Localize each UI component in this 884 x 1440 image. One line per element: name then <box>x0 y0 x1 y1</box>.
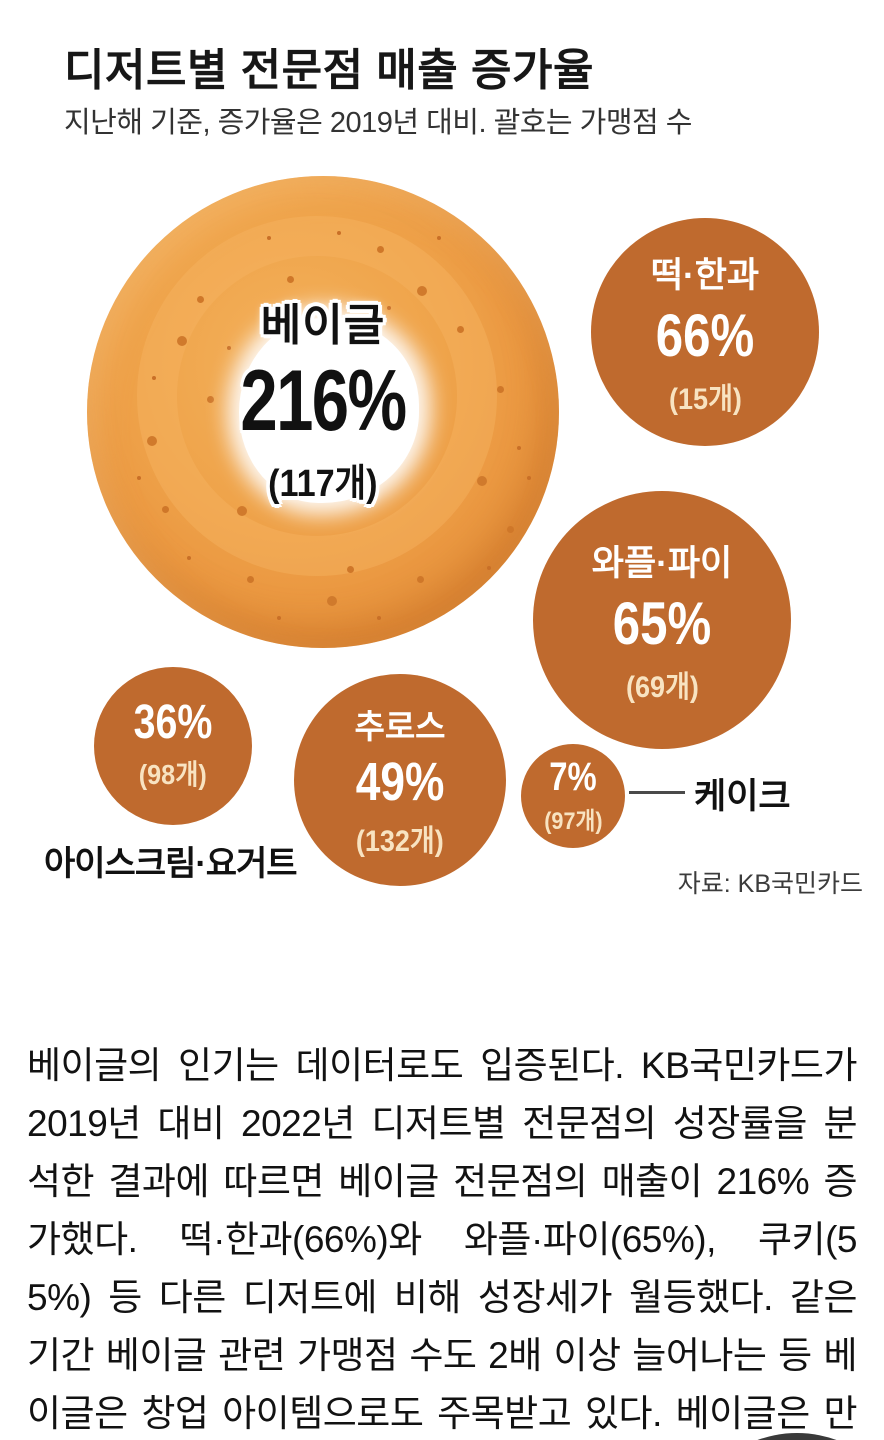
bagel-hole <box>239 318 419 503</box>
bagel-value: 216% <box>240 353 407 450</box>
article-line: 석한 결과에 따르면 베이글 전문점의 매출이 216% 증 <box>27 1161 858 1202</box>
bubble-churros: 추로스 49% (132개) <box>294 674 506 886</box>
bubble-count: (69개) <box>625 670 699 704</box>
chart-subtitle: 지난해 기준, 증가율은 2019년 대비. 괄호는 가맹점 수 <box>64 107 692 139</box>
bubble-count: (15개) <box>668 382 742 416</box>
bubble-value: 66% <box>655 301 755 369</box>
bubble-waffle-pie: 와플·파이 65% (69개) <box>533 491 791 749</box>
bubble-count: (132개) <box>356 825 444 858</box>
bubble-icecream-yogurt: 36% (98개) <box>94 667 252 825</box>
bagel-count: (117개) <box>268 462 378 505</box>
cake-label: 케이크 <box>694 777 791 816</box>
bagel-label: 베이글 <box>260 301 386 351</box>
article-line: 가했다. 떡·한과(66%)와 와플·파이(65%), 쿠키(5 <box>27 1219 858 1260</box>
bubble-tteok-hangwa: 떡·한과 66% (15개) <box>591 218 819 446</box>
bubble-label: 와플·파이 <box>591 543 733 583</box>
bubble-cake: 7% (97개) <box>521 744 625 848</box>
chart-title: 디저트별 전문점 매출 증가율 <box>64 46 594 95</box>
article-line: 베이글의 인기는 데이터로도 입증된다. KB국민카드가 <box>27 1045 858 1086</box>
chart-source: 자료: KB국민카드 <box>677 870 863 898</box>
bubble-label: 추로스 <box>354 708 446 745</box>
floating-button-peek[interactable] <box>682 1433 884 1440</box>
bagel-text-block: 베이글 216% (117개) <box>87 162 559 634</box>
bubble-count: (98개) <box>138 759 208 790</box>
bubble-value: 36% <box>133 696 213 749</box>
bubble-value: 7% <box>549 754 597 799</box>
article-line: 기간 베이글 관련 가맹점 수도 2배 이상 늘어나는 등 베 <box>27 1335 858 1376</box>
article-line: 5%) 등 다른 디저트에 비해 성장세가 월등했다. 같은 <box>27 1277 858 1318</box>
article-body: 베이글의 인기는 데이터로도 입증된다. KB국민카드가 2019년 대비 20… <box>27 1037 858 1440</box>
bubble-count: (97개) <box>543 807 603 835</box>
bubble-value: 65% <box>612 589 712 657</box>
article-line: 2019년 대비 2022년 디저트별 전문점의 성장률을 분 <box>27 1103 858 1144</box>
bubble-label: 떡·한과 <box>650 255 760 295</box>
cake-connector-line <box>629 791 685 794</box>
bubble-value: 49% <box>355 752 445 812</box>
article-line: 이글은 창업 아이템으로도 주목받고 있다. 베이글은 만 <box>27 1393 858 1434</box>
icecream-yogurt-label: 아이스크림·요거트 <box>44 845 298 883</box>
bubble-bagel: 베이글 216% (117개) <box>87 176 559 648</box>
